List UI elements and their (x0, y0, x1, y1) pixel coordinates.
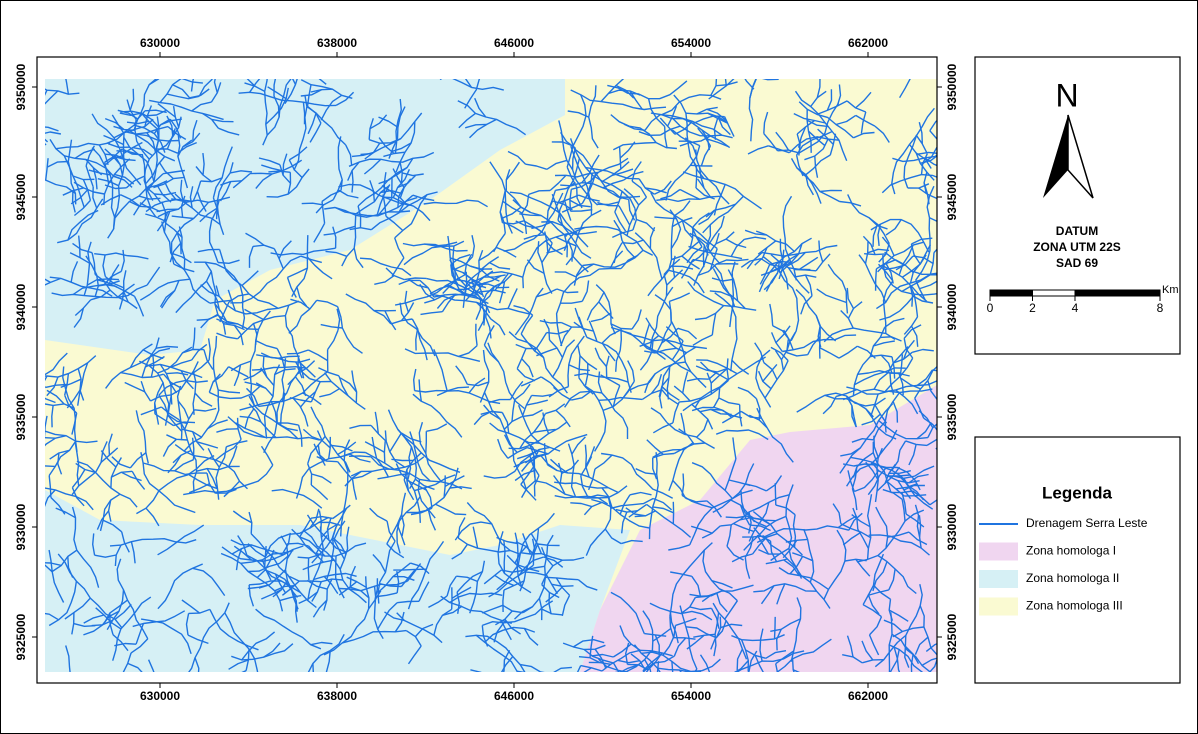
stream (426, 431, 427, 453)
scale-label: 2 (1029, 301, 1036, 315)
scale-label: 4 (1072, 301, 1079, 315)
scale-unit: Km (1162, 284, 1179, 296)
y-tick-label: 9340000 (945, 283, 959, 330)
y-tick-label: 9325000 (945, 613, 959, 660)
datum-line: ZONA UTM 22S (1033, 240, 1121, 254)
stream (504, 540, 505, 573)
legend-label: Drenagem Serra Leste (1026, 516, 1148, 530)
y-tick-label: 9345000 (14, 173, 28, 220)
stream (384, 441, 385, 463)
x-tick-label: 638000 (317, 689, 357, 703)
map-page: 630000 630000 638000 638000 646000 646000 6540… (0, 0, 1198, 734)
x-tick-label: 662000 (848, 689, 888, 703)
x-tick-label: 646000 (494, 36, 534, 50)
zones (45, 79, 937, 672)
datum-line: DATUM (1056, 224, 1098, 238)
y-tick-label: 9345000 (945, 173, 959, 220)
y-tick-label: 9325000 (14, 613, 28, 660)
legend-label: Zona homologa I (1026, 544, 1116, 558)
stream (393, 569, 426, 570)
scale-segment (1075, 290, 1160, 296)
stream (690, 165, 712, 166)
y-tick-label: 9330000 (14, 503, 28, 550)
x-tick-label: 654000 (671, 36, 711, 50)
legend-label: Zona homologa III (1026, 599, 1123, 613)
x-tick-label: 646000 (494, 689, 534, 703)
scale-segment (1033, 290, 1076, 296)
y-tick-label: 9350000 (945, 63, 959, 110)
y-tick-label: 9335000 (14, 393, 28, 440)
x-tick-label: 638000 (317, 36, 357, 50)
legend-swatch (979, 570, 1018, 588)
x-tick-label: 630000 (140, 36, 180, 50)
datum-line: SAD 69 (1056, 256, 1098, 270)
stream (124, 134, 125, 156)
north-label: N (1055, 77, 1078, 113)
stream (599, 269, 621, 270)
legend-swatch (979, 543, 1018, 561)
legend-label: Zona homologa II (1026, 571, 1119, 585)
y-tick-label: 9330000 (945, 503, 959, 550)
x-tick-label: 630000 (140, 689, 180, 703)
stream (775, 483, 776, 505)
scale-label: 0 (987, 301, 994, 315)
legend-title: Legenda (1042, 483, 1112, 502)
scale-segment (990, 290, 1033, 296)
x-tick-label: 662000 (848, 36, 888, 50)
legend-swatch (979, 598, 1018, 616)
y-tick-label: 9350000 (14, 63, 28, 110)
stream (775, 617, 776, 639)
scale-label: 8 (1157, 301, 1164, 315)
x-tick-label: 654000 (671, 689, 711, 703)
stream (308, 558, 309, 580)
y-tick-label: 9335000 (945, 393, 959, 440)
y-tick-label: 9340000 (14, 283, 28, 330)
stream (876, 269, 877, 291)
